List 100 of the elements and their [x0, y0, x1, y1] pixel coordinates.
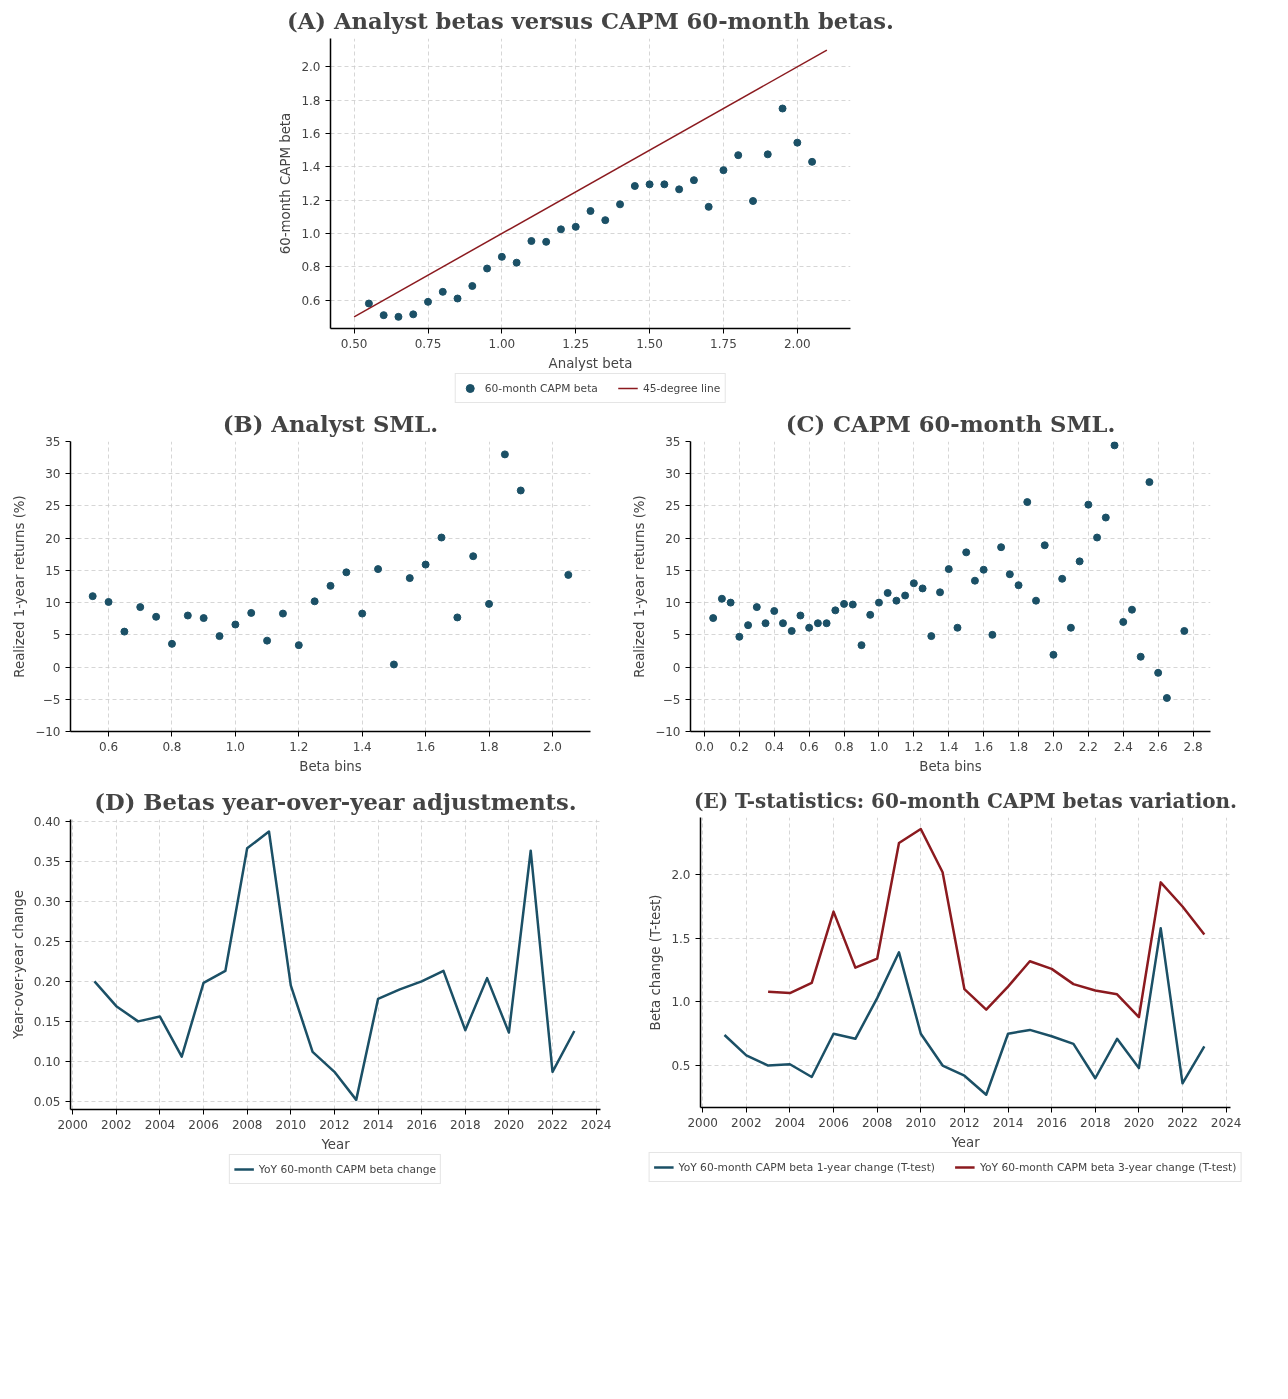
point [883, 588, 892, 597]
x-tick-label: 2010 [275, 1117, 307, 1132]
x-tick-label: 2000 [687, 1115, 718, 1130]
y-tick-label: 2.0 [671, 868, 691, 883]
x-tick-label: 2.00 [783, 336, 811, 351]
y-tick-label: −5 [42, 692, 61, 707]
point [215, 632, 224, 641]
point [438, 287, 447, 296]
legend-label: 60-month CAPM beta [484, 381, 598, 395]
x-tick-label: 2016 [1036, 1115, 1067, 1130]
point [1040, 541, 1049, 550]
x-tick-label: 2014 [362, 1117, 394, 1132]
point [1180, 626, 1189, 635]
x-tick-label: 1.4 [352, 739, 372, 754]
x-tick-label: 2.6 [1148, 739, 1168, 754]
point [979, 565, 988, 574]
point [1005, 570, 1014, 579]
y-tick-label: 1.0 [301, 227, 321, 241]
legend-label: YoY 60-month CAPM beta change [258, 1162, 437, 1176]
x-tick-label: 0.4 [764, 739, 784, 754]
y-tick-label: 20 [665, 531, 681, 546]
y-tick-label: 5 [672, 628, 681, 643]
point [735, 632, 744, 641]
x-tick-label: 1.2 [289, 739, 309, 754]
y-tick-label: 0.6 [301, 293, 321, 308]
point [374, 565, 383, 574]
x-tick-label: 0.8 [162, 739, 182, 754]
x-tick-label: 2.2 [1078, 739, 1098, 754]
point [379, 311, 388, 320]
point [364, 299, 373, 308]
point [866, 610, 875, 619]
point [516, 486, 525, 495]
point [726, 598, 735, 607]
point [689, 176, 698, 185]
x-tick-label: 1.6 [974, 739, 994, 754]
point [630, 182, 639, 190]
point [927, 632, 936, 641]
point [874, 598, 883, 607]
line-series [93, 830, 576, 1102]
y-tick-label: 0.40 [33, 814, 61, 829]
point [1119, 617, 1128, 626]
point [763, 150, 772, 159]
point [796, 611, 805, 620]
y-tick-label: 20 [45, 531, 61, 546]
point [892, 596, 901, 605]
point [778, 619, 787, 628]
y-tick-label: −10 [655, 725, 681, 739]
x-axis-title: Beta bins [299, 758, 362, 774]
x-tick-label: 2.8 [1183, 739, 1203, 754]
x-tick-label: 1.4 [939, 739, 959, 754]
x-tick-label: 0.50 [340, 336, 368, 351]
point [1136, 652, 1145, 661]
x-tick-label: 2006 [188, 1117, 219, 1132]
point [571, 222, 580, 231]
y-tick-label: 35 [665, 435, 681, 449]
y-axis-title: Year-over-year change [10, 890, 26, 1040]
y-axis-title: Realized 1-year returns (%) [12, 495, 28, 678]
y-tick-label: 0 [52, 660, 61, 675]
point [1162, 694, 1171, 702]
x-tick-label: 2024 [580, 1117, 612, 1132]
point [512, 258, 521, 267]
point [1066, 623, 1075, 632]
point [944, 565, 953, 574]
point [1023, 498, 1032, 507]
point [405, 574, 414, 583]
point [199, 614, 208, 623]
y-tick-label: 10 [665, 596, 681, 611]
y-tick-label: 2.0 [301, 60, 321, 75]
y-tick-label: 0.5 [671, 1059, 691, 1074]
chart-title: (A) Analyst betas versus CAPM 60-month betas. [287, 7, 894, 34]
point [469, 552, 478, 561]
point [1014, 581, 1023, 590]
legend-label: YoY 60-month CAPM beta 1-year change (T-test) [678, 1160, 935, 1174]
point [936, 588, 945, 597]
point [645, 180, 654, 189]
x-tick-label: 2006 [818, 1115, 849, 1130]
point [831, 606, 840, 615]
point [675, 185, 684, 194]
x-tick-label: 1.2 [904, 739, 924, 754]
x-tick-label: 1.50 [636, 336, 663, 351]
point [167, 639, 176, 648]
x-axis-title: Analyst beta [548, 355, 633, 371]
x-tick-label: 2004 [774, 1115, 806, 1130]
y-tick-label: 0.15 [33, 1014, 61, 1029]
x-tick-label: 2012 [319, 1117, 350, 1132]
y-axis-title: Beta change (T-test) [648, 894, 664, 1031]
x-tick-label: 0.0 [694, 739, 715, 754]
point [793, 138, 802, 147]
x-tick-label: 1.0 [225, 739, 245, 754]
y-axis-title: Realized 1-year returns (%) [632, 495, 648, 678]
point [901, 591, 910, 600]
point [752, 603, 761, 612]
point [918, 584, 927, 593]
x-axis-title: Year [320, 1136, 351, 1152]
x-tick-label: 2012 [949, 1115, 980, 1130]
y-tick-label: −10 [35, 725, 61, 739]
x-tick-label: 2000 [57, 1117, 88, 1132]
point [409, 310, 418, 319]
x-tick-label: 1.0 [869, 739, 889, 754]
y-axis-title: 60-month CAPM beta [278, 112, 294, 255]
